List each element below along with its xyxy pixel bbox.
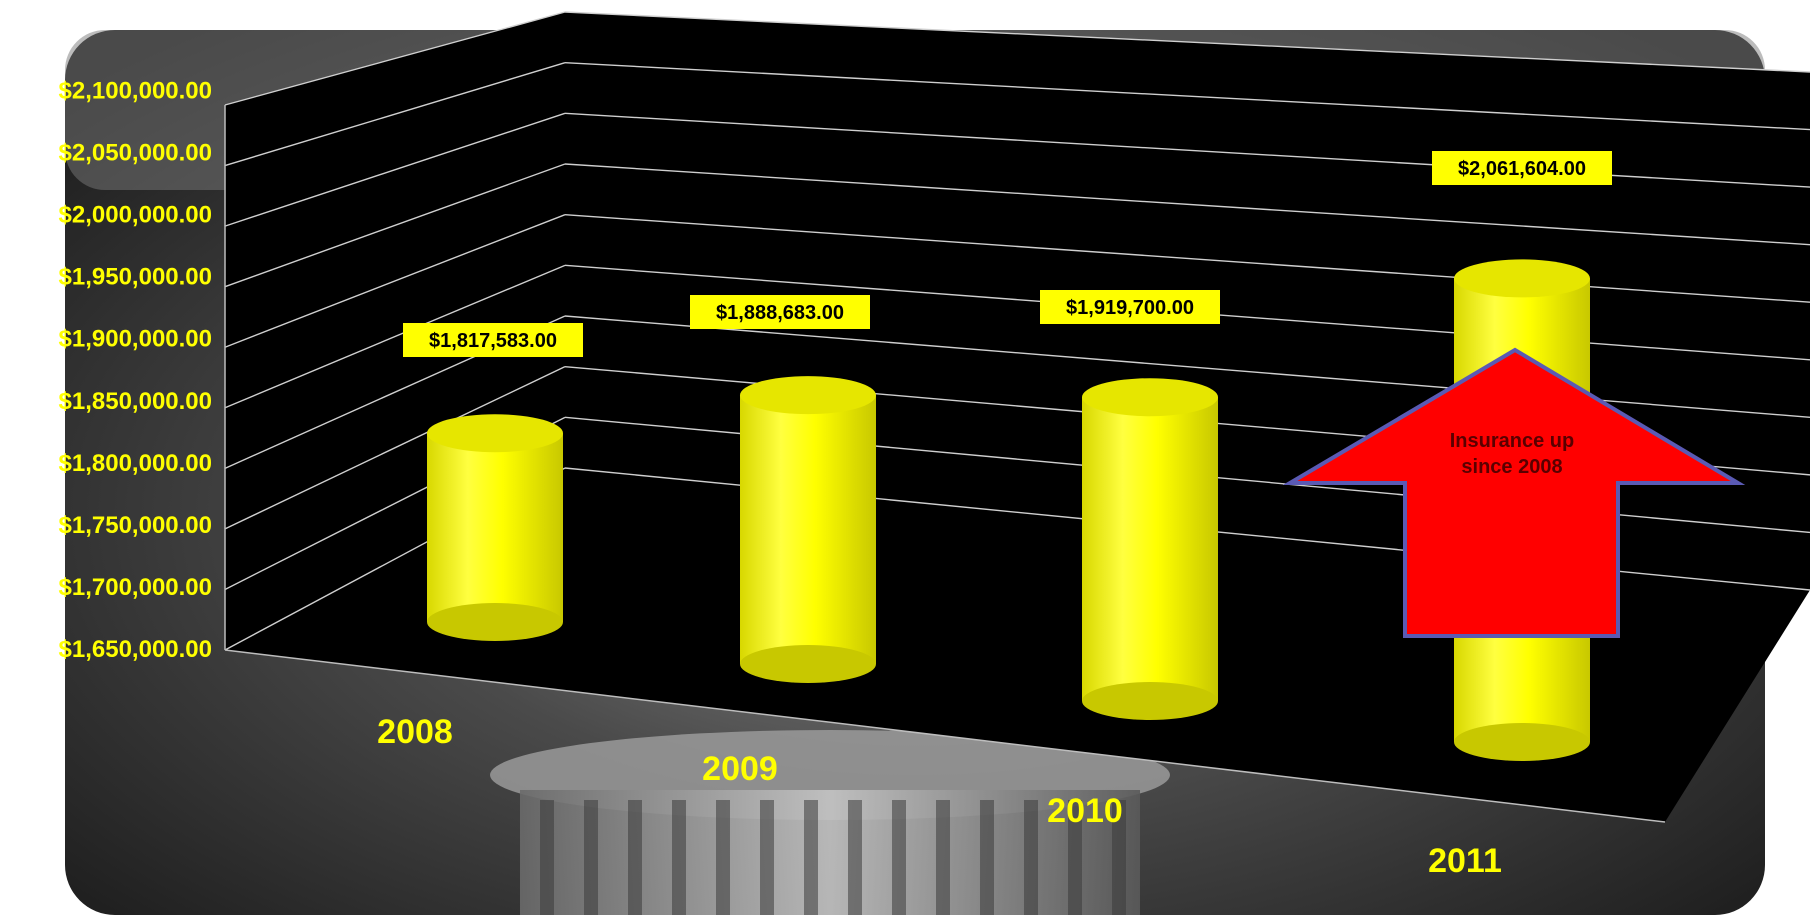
y-tick-label: $1,800,000.00 [59, 450, 212, 477]
bar-top [1454, 259, 1590, 298]
y-tick-label: $2,050,000.00 [59, 140, 212, 167]
x-tick-label: 2009 [702, 750, 778, 788]
arrow-shape [1282, 347, 1746, 638]
background-column-flute [1068, 800, 1082, 915]
x-tick-label: 2008 [377, 713, 453, 751]
gridline-back [564, 213, 1810, 303]
background-column-flute [980, 800, 994, 915]
y-tick-label: $1,850,000.00 [59, 388, 212, 415]
x-tick-label: 2011 [1428, 842, 1502, 880]
background-column-flute [540, 800, 554, 915]
arrow-label-line2: since 2008 [1461, 456, 1562, 478]
bar-bottom [740, 645, 876, 683]
axis-lines [224, 105, 1666, 823]
value-label-text: $2,061,604.00 [1458, 158, 1586, 180]
gridline-back [564, 11, 1810, 73]
background-column-flute [760, 800, 774, 915]
gridline-side [224, 163, 566, 288]
bar-top [740, 376, 876, 415]
value-label: $1,919,700.00 [1040, 290, 1220, 324]
y-tick-label: $2,000,000.00 [59, 202, 212, 229]
value-labels: $1,817,583.00 $1,888,683.00 $1,919,700.00 $… [403, 151, 1612, 357]
bar-bottom [427, 603, 563, 641]
gridline-back [564, 61, 1810, 131]
insurance-up-arrow: Insurance up since 2008 [1282, 347, 1746, 638]
background-column-flute [672, 800, 686, 915]
background-column-flute [892, 800, 906, 915]
background-column-flute [1024, 800, 1038, 915]
y-tick-label: $1,950,000.00 [59, 264, 212, 291]
value-label-box [1432, 151, 1612, 185]
bar-bottom [1082, 682, 1218, 720]
background-column-flute [628, 800, 642, 915]
gridline-side [224, 112, 566, 227]
value-label-text: $1,888,683.00 [716, 302, 844, 324]
value-label: $1,888,683.00 [690, 295, 870, 329]
value-label-text: $1,919,700.00 [1066, 297, 1194, 319]
value-label-box [403, 323, 583, 357]
y-tick-label: $1,750,000.00 [59, 512, 212, 539]
background-column-flute [1112, 800, 1126, 915]
background-column-flute [584, 800, 598, 915]
y-tick-labels: $1,650,000.00 $1,700,000.00 $1,750,000.00 $… [59, 78, 212, 664]
y-tick-label: $1,900,000.00 [59, 326, 212, 353]
bar-body [427, 433, 563, 622]
value-label: $2,061,604.00 [1432, 151, 1612, 185]
x-tick-labels: 2008 2009 2010 2011 [377, 713, 1502, 880]
background-column-flutes [540, 800, 1126, 915]
gridline-side [224, 214, 566, 348]
value-label-text: $1,817,583.00 [429, 330, 557, 352]
gridline-side [224, 366, 566, 530]
gridline-back [564, 163, 1810, 246]
bar-top [427, 414, 563, 453]
x-axis-line [224, 649, 1666, 823]
gridline-side [224, 11, 566, 106]
y-tick-label: $1,650,000.00 [59, 636, 212, 663]
background-column-flute [936, 800, 950, 915]
arrow-label-line1: Insurance up [1450, 430, 1574, 452]
y-tick-label: $2,100,000.00 [59, 78, 212, 105]
value-label-box [690, 295, 870, 329]
value-label: $1,817,583.00 [403, 323, 583, 357]
bar-body [740, 395, 876, 664]
value-label-box [1040, 290, 1220, 324]
background-column-flute [804, 800, 818, 915]
background-column-flute [716, 800, 730, 915]
background-column-flute [848, 800, 862, 915]
gridline-side [224, 61, 566, 167]
y-tick-label: $1,700,000.00 [59, 574, 212, 601]
gridline-side [224, 264, 566, 409]
x-tick-label: 2010 [1047, 792, 1123, 830]
bar-body [1082, 397, 1218, 701]
bar-top [1082, 378, 1218, 417]
bar-bottom [1454, 723, 1590, 761]
